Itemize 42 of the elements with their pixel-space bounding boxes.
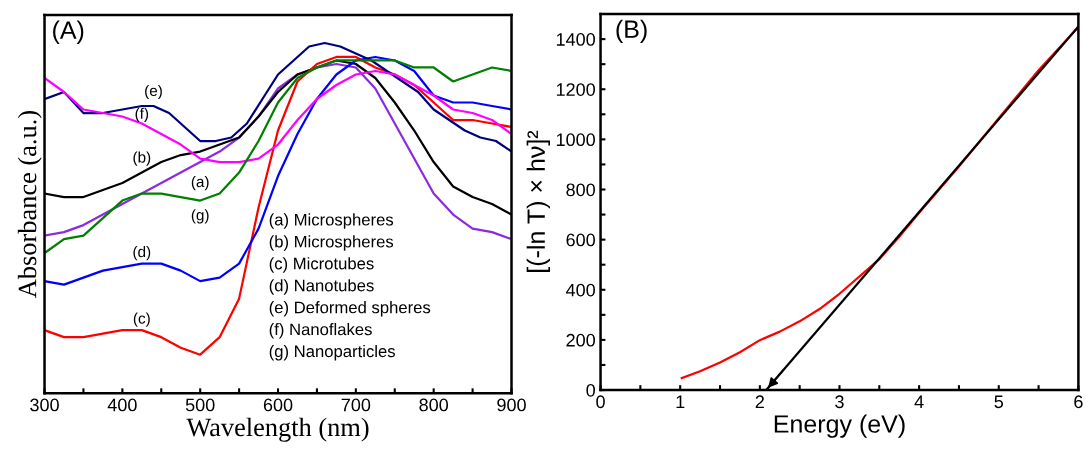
x-tick-label: 1 [676, 395, 685, 408]
annotation: (e) Deformed spheres [269, 301, 431, 317]
x-tick-label: 2 [755, 395, 764, 408]
y-tick-label: 400 [565, 283, 595, 297]
x-tick-label: 6 [1074, 395, 1083, 409]
y-tick-label: 800 [566, 183, 595, 197]
series-label: (b) [133, 151, 151, 166]
series-label: (e) [145, 84, 162, 100]
x-tick-label: 800 [419, 398, 449, 412]
x-tick-label: 700 [341, 398, 371, 412]
series-label: (a) [191, 175, 209, 191]
annotation: (f) Nanoflakes [269, 323, 372, 339]
series-label: (d) [133, 245, 151, 261]
y-tick-label: 1000 [556, 133, 595, 147]
y-tick-label: 1200 [556, 83, 595, 96]
x-tick-label: 500 [185, 398, 215, 412]
y-tick-label: 1400 [556, 33, 595, 46]
chart-title: (B) [616, 19, 647, 43]
y-tick-label: 0 [586, 383, 595, 397]
x-tick-label: 300 [30, 398, 59, 412]
annotation: (g) Nanoparticles [269, 344, 395, 361]
x-tick-label: 600 [263, 398, 293, 412]
y-tick-label: 200 [566, 333, 595, 347]
x-axis-title: Energy (eV) [774, 414, 905, 438]
annotation: (a) Microspheres [269, 213, 394, 229]
x-tick-label: 900 [497, 398, 526, 412]
x-tick-label: 0 [596, 395, 605, 409]
series-label: (c) [133, 312, 150, 327]
series-label: (g) [191, 209, 209, 224]
x-axis-title: Wavelength (nm) [186, 417, 369, 442]
y-axis-title: [(-ln T) × hν]² [526, 130, 550, 272]
chart-title: (A) [53, 20, 84, 44]
series-label: (f) [135, 107, 149, 122]
annotation: (d) Nanotubes [269, 279, 374, 295]
x-tick-label: 3 [835, 395, 844, 409]
x-tick-label: 400 [107, 398, 137, 412]
annotation: (b) Microspheres [269, 235, 394, 251]
y-axis-title: Absorbance (a.u.) [17, 111, 42, 298]
y-tick-label: 600 [566, 233, 595, 247]
annotation: (c) Microtubes [269, 257, 374, 273]
x-tick-label: 4 [914, 395, 924, 408]
x-tick-label: 5 [994, 395, 1004, 409]
